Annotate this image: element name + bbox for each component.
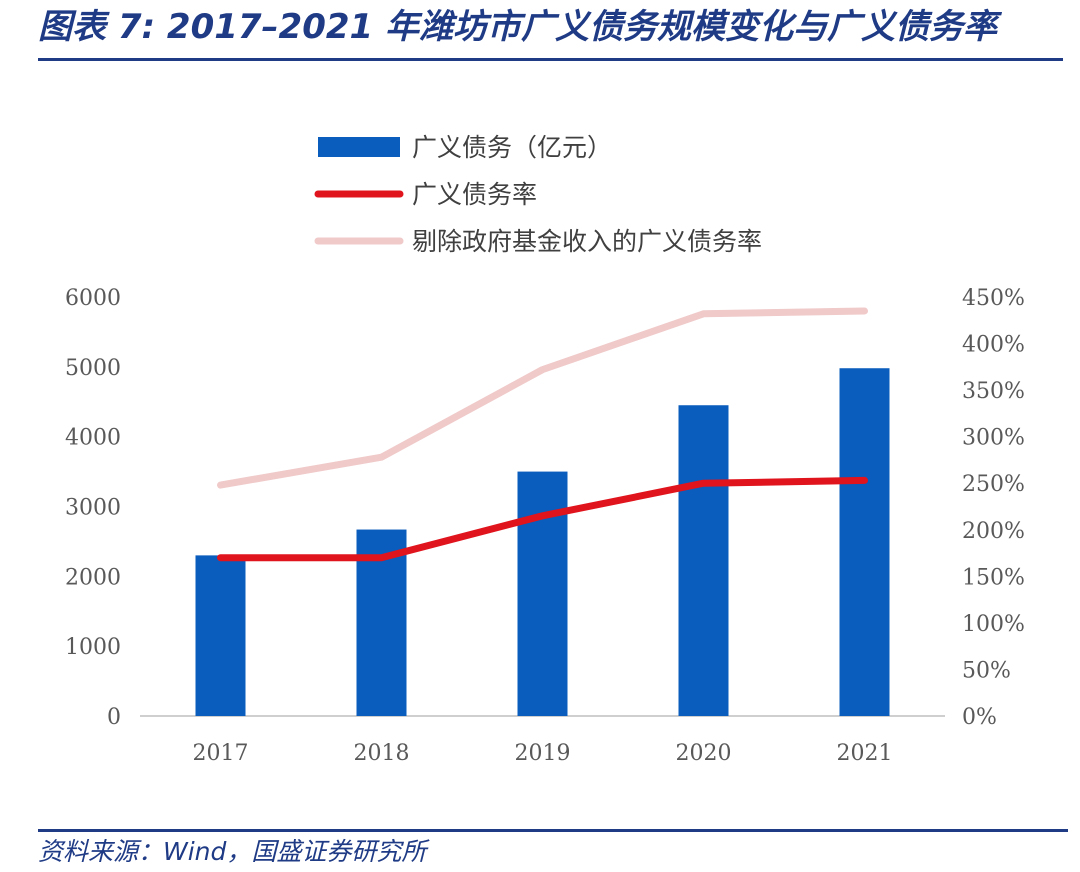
left-tick-label: 6000 xyxy=(65,286,121,311)
right-tick-label: 300% xyxy=(962,426,1025,451)
chart-title: 图表 7: 2017–2021 年潍坊市广义债务规模变化与广义债务率 xyxy=(38,7,998,47)
legend-label: 广义债务率 xyxy=(412,180,537,209)
left-tick-label: 4000 xyxy=(65,426,121,451)
legend-bar-swatch xyxy=(318,137,400,157)
right-tick-label: 250% xyxy=(962,472,1025,497)
right-tick-label: 150% xyxy=(962,565,1025,590)
right-tick-label: 0% xyxy=(962,705,997,730)
right-tick-label: 350% xyxy=(962,379,1025,404)
adjusted-debt-ratio-line xyxy=(217,307,868,489)
title-divider xyxy=(38,58,1063,61)
x-tick-label: 2021 xyxy=(837,741,893,766)
line-series xyxy=(217,307,868,562)
left-tick-label: 0 xyxy=(107,705,121,730)
bar xyxy=(517,471,568,716)
right-axis: 0% 50% 100% 150% 200% 250% 300% 350% 400% 450% xyxy=(962,286,1025,730)
debt-ratio-line xyxy=(217,476,868,562)
bar xyxy=(839,368,890,716)
left-tick-label: 3000 xyxy=(65,496,121,521)
x-axis: 2017 2018 2019 2020 2021 xyxy=(140,715,945,766)
bar-series xyxy=(195,368,890,716)
legend-label: 广义债务（亿元） xyxy=(412,133,612,162)
x-tick-label: 2020 xyxy=(676,741,732,766)
bar xyxy=(195,555,246,716)
left-axis: 0 1000 2000 3000 4000 5000 6000 xyxy=(65,286,121,730)
footer-divider xyxy=(38,829,1068,832)
x-tick-label: 2019 xyxy=(515,741,571,766)
right-tick-label: 100% xyxy=(962,612,1025,637)
left-tick-label: 2000 xyxy=(65,565,121,590)
bar xyxy=(678,405,729,716)
legend-label: 剔除政府基金收入的广义债务率 xyxy=(412,227,762,256)
left-tick-label: 1000 xyxy=(65,635,121,660)
x-tick-label: 2018 xyxy=(354,741,410,766)
right-tick-label: 200% xyxy=(962,519,1025,544)
x-tick-label: 2017 xyxy=(193,741,249,766)
source-note: 资料来源：Wind，国盛证券研究所 xyxy=(38,837,427,866)
right-tick-label: 400% xyxy=(962,333,1025,358)
right-tick-label: 450% xyxy=(962,286,1025,311)
left-tick-label: 5000 xyxy=(65,356,121,381)
right-tick-label: 50% xyxy=(962,658,1011,683)
